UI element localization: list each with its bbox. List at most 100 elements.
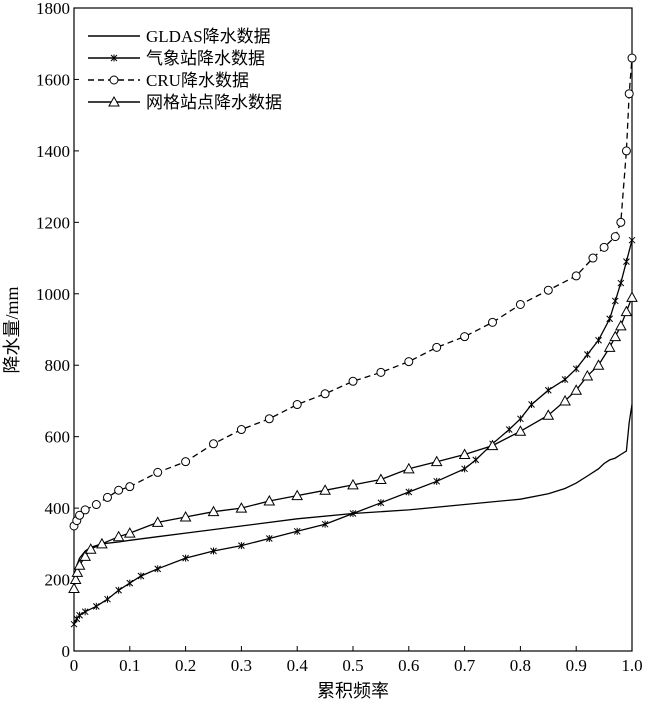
x-tick-label: 0	[70, 656, 79, 675]
data-point-triangle-marker	[592, 359, 605, 370]
data-point-circle-marker	[515, 299, 525, 309]
data-point-triangle-marker	[71, 566, 84, 577]
data-point-x-marker	[81, 608, 89, 616]
legend-item: 网格站点降水数据	[88, 93, 282, 112]
data-point-circle-marker	[292, 400, 302, 410]
data-point-triangle-marker	[79, 550, 92, 561]
data-point-circle-marker	[624, 89, 634, 99]
data-point-x-marker	[528, 401, 535, 409]
data-point-x-marker	[126, 579, 134, 587]
data-point-circle-marker	[114, 485, 124, 495]
data-point-circle-marker	[432, 342, 442, 352]
data-point-triangle-marker	[96, 537, 108, 549]
y-axis-title: 降水量/mm	[2, 286, 22, 373]
y-tick-label: 1400	[36, 142, 70, 161]
data-point-x-marker	[561, 376, 569, 384]
y-tick-label: 1800	[36, 0, 70, 18]
data-point-circle-marker	[91, 500, 101, 510]
data-point-x-marker	[115, 586, 122, 594]
data-point-x-marker	[137, 572, 145, 580]
data-point-triangle-marker	[626, 291, 638, 302]
series-4	[68, 291, 638, 593]
x-tick-label: 0.5	[342, 656, 363, 675]
series-3	[69, 53, 637, 531]
data-point-triangle-marker	[347, 478, 359, 490]
data-point-triangle-marker	[73, 559, 86, 570]
data-point-x-marker	[73, 615, 81, 623]
x-tick-label: 0.8	[510, 656, 531, 675]
data-point-circle-marker	[236, 425, 246, 435]
data-point-circle-marker	[599, 242, 609, 252]
data-point-circle-marker	[588, 253, 598, 263]
data-point-x-marker	[505, 426, 513, 434]
data-point-x-marker	[182, 554, 189, 562]
data-point-circle-marker	[488, 317, 497, 327]
data-point-x-marker	[265, 534, 273, 542]
y-tick-label: 400	[45, 499, 71, 518]
data-point-triangle-marker	[235, 502, 248, 513]
data-point-circle-marker	[75, 510, 85, 520]
legend-item: 气象站降水数据	[88, 49, 265, 68]
data-point-circle-marker	[460, 332, 470, 342]
x-axis: 0 0.1 0.2 0.3 0.4 0.5 0.6 0.7 0.8 0.9 1.0	[70, 646, 643, 675]
data-point-triangle-marker	[581, 369, 594, 381]
x-tick-label: 1.0	[621, 656, 642, 675]
data-point-x-marker	[321, 520, 329, 528]
data-point-triangle-marker	[559, 394, 571, 406]
data-point-x-marker	[349, 509, 357, 517]
x-tick-label: 0.6	[398, 656, 419, 675]
data-point-x-marker	[517, 415, 524, 423]
data-point-circle-marker	[181, 457, 191, 467]
data-point-x-marker	[611, 297, 619, 305]
x-tick-label: 0.2	[175, 656, 196, 675]
y-tick-label: 1000	[36, 285, 70, 304]
data-point-triangle-marker	[291, 489, 304, 501]
data-point-x-marker	[238, 542, 245, 550]
data-point-x-marker	[623, 258, 630, 266]
data-point-x-marker	[584, 351, 591, 359]
series-layer	[68, 53, 638, 628]
data-point-x-marker	[405, 488, 413, 496]
data-point-x-marker	[210, 547, 217, 555]
y-tick-label: 1600	[36, 70, 70, 89]
data-point-triangle-marker	[68, 582, 80, 593]
data-point-x-marker	[92, 602, 100, 610]
data-point-triangle-marker	[614, 319, 627, 331]
data-point-triangle-marker	[609, 330, 622, 342]
data-point-x-marker	[544, 386, 552, 394]
data-point-triangle-marker	[84, 543, 97, 554]
data-point-circle-marker	[348, 376, 358, 386]
data-point-triangle-marker	[375, 473, 387, 485]
data-point-x-marker	[293, 527, 301, 535]
legend-item: GLDAS降水数据	[88, 27, 271, 46]
series-line	[73, 404, 633, 580]
data-point-circle-marker	[571, 271, 581, 281]
data-point-x-marker	[377, 499, 385, 507]
data-point-circle-marker	[102, 492, 112, 502]
data-point-x-marker	[628, 236, 636, 244]
data-point-circle-marker	[109, 75, 119, 85]
data-point-triangle-marker	[112, 530, 125, 542]
data-point-x-marker	[595, 336, 602, 344]
data-point-circle-marker	[264, 414, 274, 424]
legend-item: CRU降水数据	[88, 71, 249, 90]
data-point-circle-marker	[376, 367, 386, 377]
data-point-circle-marker	[125, 482, 135, 492]
x-tick-label: 0.3	[231, 656, 252, 675]
data-point-x-marker	[104, 595, 111, 603]
data-point-triangle-marker	[263, 494, 276, 506]
y-tick-label: 0	[62, 642, 71, 661]
data-point-x-marker	[154, 565, 162, 573]
data-point-circle-marker	[543, 285, 553, 295]
data-point-circle-marker	[209, 439, 218, 449]
data-point-x-marker	[433, 477, 441, 485]
data-point-x-marker	[461, 465, 468, 473]
legend-label: GLDAS降水数据	[146, 27, 271, 46]
data-point-triangle-marker	[542, 409, 555, 420]
data-point-triangle-marker	[69, 573, 82, 585]
data-point-circle-marker	[610, 232, 620, 242]
data-point-x-marker	[76, 611, 83, 619]
series-line	[73, 297, 633, 589]
